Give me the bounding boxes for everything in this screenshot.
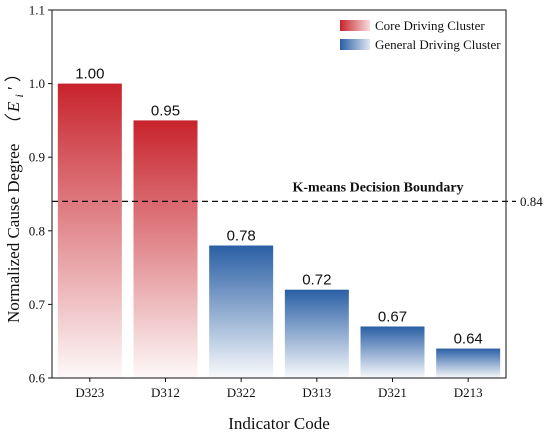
y-axis-ticks: 0.6 0.7 0.8 0.9 1.0 1.1 — [29, 3, 52, 386]
x-tick-label-d323: D323 — [75, 385, 104, 400]
bar-d323 — [57, 83, 122, 378]
bar-value-label-d213: 0.64 — [454, 331, 483, 348]
bar-value-label-d322: 0.78 — [227, 228, 256, 245]
legend-swatch-general — [340, 39, 370, 50]
legend-label-general: General Driving Cluster — [375, 37, 501, 52]
y-axis-title: Normalized Cause Degree （ E i ′ ） — [4, 65, 27, 323]
legend-label-core: Core Driving Cluster — [375, 18, 485, 33]
y-axis-title-close: ′ ） — [4, 65, 23, 90]
y-axis-title-main: Normalized Cause Degree — [4, 144, 23, 323]
bar-value-label-d312: 0.95 — [151, 102, 180, 119]
y-tick-label: 0.8 — [29, 223, 45, 238]
bar-d322 — [209, 245, 274, 378]
y-axis-title-symbol: （ E — [4, 101, 23, 133]
y-tick-label: 1.0 — [29, 76, 45, 91]
bar-value-label-d321: 0.67 — [378, 308, 407, 325]
bar-d213 — [436, 348, 501, 378]
threshold-label: K-means Decision Boundary — [292, 180, 463, 195]
bar-value-label-d323: 1.00 — [75, 66, 104, 83]
legend: Core Driving Cluster General Driving Clu… — [340, 18, 501, 52]
y-axis-title-subscript: i — [12, 94, 26, 97]
threshold-value-label: 0.84 — [520, 194, 543, 209]
y-tick-label: 0.9 — [29, 150, 45, 165]
x-tick-label-d312: D312 — [151, 385, 180, 400]
x-tick-label-d322: D322 — [227, 385, 256, 400]
legend-swatch-core — [340, 20, 370, 31]
bar-d312 — [133, 120, 198, 379]
y-tick-label: 0.7 — [29, 297, 46, 312]
bar-value-label-d313: 0.72 — [302, 272, 331, 289]
bar-labels-group: 1.00 0.95 0.78 0.72 0.67 0.64 — [75, 66, 483, 348]
bar-d321 — [360, 326, 425, 378]
x-axis-ticks: D323 D312 D322 D313 D321 D213 — [75, 378, 483, 400]
y-tick-label: 0.6 — [29, 371, 46, 386]
bars-group — [57, 83, 501, 379]
plot-frame — [51, 9, 507, 379]
x-tick-label-d213: D213 — [454, 385, 483, 400]
x-axis-title: Indicator Code — [228, 414, 330, 433]
y-tick-label: 1.1 — [29, 3, 45, 18]
x-tick-label-d313: D313 — [302, 385, 331, 400]
bar-d313 — [284, 289, 349, 378]
x-tick-label-d321: D321 — [378, 385, 407, 400]
